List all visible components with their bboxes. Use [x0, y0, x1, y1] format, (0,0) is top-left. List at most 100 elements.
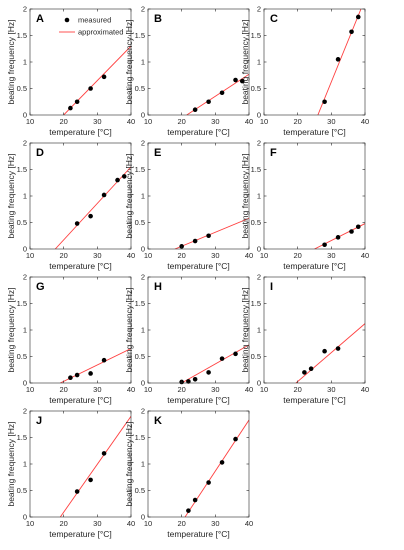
x-tick-label: 30 [327, 117, 335, 126]
y-tick-label: 1 [257, 326, 261, 335]
x-tick-label: 30 [327, 251, 335, 260]
y-tick-label: 2 [257, 5, 261, 14]
data-point [335, 346, 341, 351]
data-point [121, 174, 127, 179]
x-tick-label: 30 [211, 385, 219, 394]
data-point [179, 244, 184, 249]
y-tick-label: 2 [141, 407, 145, 416]
x-tick-label: 40 [361, 117, 369, 126]
axes-box [147, 8, 250, 116]
fit-line [295, 323, 365, 383]
x-tick-label: 20 [59, 117, 67, 126]
y-tick-label: 0.5 [135, 352, 145, 361]
y-tick-label: 1.5 [251, 165, 261, 174]
axes-box [29, 276, 132, 384]
y-tick-label: 0 [23, 513, 27, 522]
fit-line [181, 344, 249, 383]
x-axis-title: temperature [°C] [167, 127, 229, 137]
x-tick-label: 30 [93, 385, 101, 394]
axes-box [29, 142, 132, 250]
x-tick-label: 30 [211, 117, 219, 126]
panel-d: 10 20 30 40 0 0.5 1 1.5 2 temperature [°C] beating… [6, 139, 135, 271]
y-tick-label: 0 [257, 379, 261, 388]
y-tick-label: 2 [257, 139, 261, 148]
x-tick-label: 10 [144, 117, 152, 126]
x-tick-label: 20 [293, 385, 301, 394]
panel-letter: C [270, 13, 278, 25]
y-axis-title: beating frequency [Hz] [6, 287, 16, 372]
y-axis-title: beating frequency [Hz] [124, 153, 134, 238]
y-tick-label: 0 [23, 111, 27, 120]
y-axis-title: beating frequency [Hz] [6, 19, 16, 104]
y-tick-label: 1.5 [17, 433, 27, 442]
data-point [74, 221, 80, 226]
y-axis-title: beating frequency [Hz] [240, 19, 250, 104]
legend-marker [64, 17, 70, 23]
panel-letter: I [270, 281, 273, 293]
panel-b: 10 20 30 40 0 0.5 1 1.5 2 temperature [°C] beating… [124, 5, 253, 137]
data-point [101, 192, 107, 198]
data-point [322, 242, 327, 248]
x-axis-title: temperature [°C] [49, 127, 111, 137]
fit-line [317, 9, 362, 115]
x-tick-label: 20 [177, 117, 185, 126]
y-tick-label: 2 [23, 273, 27, 282]
y-tick-label: 0 [23, 245, 27, 254]
fit-line [174, 217, 249, 249]
y-axis-title: beating frequency [Hz] [124, 287, 134, 372]
x-axis-title: temperature [°C] [49, 261, 111, 271]
x-tick-label: 20 [177, 385, 185, 394]
x-tick-label: 30 [327, 385, 335, 394]
x-tick-label: 20 [293, 117, 301, 126]
y-tick-label: 0.5 [251, 352, 261, 361]
data-point [88, 86, 93, 91]
panel-h: 10 20 30 40 0 0.5 1 1.5 2 temperature [°C] beating… [124, 273, 253, 405]
y-tick-label: 1 [141, 326, 145, 335]
data-point [322, 348, 327, 354]
x-tick-label: 40 [361, 251, 369, 260]
x-axis-title: temperature [°C] [167, 395, 229, 405]
y-tick-label: 1.5 [17, 31, 27, 40]
x-tick-label: 20 [177, 251, 185, 260]
x-tick-label: 20 [59, 519, 67, 528]
panel-g: 10 20 30 40 0 0.5 1 1.5 2 temperature [°C] beating… [6, 273, 135, 405]
data-point [349, 29, 354, 35]
x-tick-label: 40 [245, 117, 253, 126]
y-tick-label: 1.5 [17, 299, 27, 308]
data-point [68, 105, 73, 111]
panel-a: 10 20 30 40 0 0.5 1 1.5 2 temperature [°C] beating… [6, 5, 135, 137]
panel-letter: A [36, 13, 44, 25]
y-axis-title: beating frequency [Hz] [6, 421, 16, 506]
x-tick-label: 10 [26, 519, 34, 528]
y-axis-title: beating frequency [Hz] [124, 19, 134, 104]
x-tick-label: 40 [127, 519, 135, 528]
x-axis-title: temperature [°C] [283, 395, 345, 405]
y-tick-label: 1 [141, 192, 145, 201]
x-axis-title: temperature [°C] [49, 529, 111, 539]
data-point [206, 99, 211, 105]
y-tick-label: 0 [141, 111, 145, 120]
x-tick-label: 30 [93, 117, 101, 126]
x-tick-label: 30 [93, 519, 101, 528]
axes-box [263, 8, 366, 116]
y-axis-title: beating frequency [Hz] [240, 287, 250, 372]
data-point [88, 213, 93, 219]
fit-line [184, 419, 249, 517]
data-point [192, 497, 198, 503]
x-tick-label: 30 [93, 251, 101, 260]
y-tick-label: 2 [257, 273, 261, 282]
y-tick-label: 2 [23, 407, 27, 416]
x-axis-title: temperature [°C] [283, 261, 345, 271]
y-tick-label: 2 [141, 273, 145, 282]
data-point [308, 366, 314, 371]
y-tick-label: 0.5 [17, 84, 27, 93]
data-point [355, 224, 361, 230]
x-tick-label: 20 [177, 519, 185, 528]
data-point [192, 376, 198, 382]
panel-letter: K [154, 415, 162, 427]
y-tick-label: 1.5 [135, 31, 145, 40]
x-tick-label: 40 [245, 251, 253, 260]
panel-j: 10 20 30 40 0 0.5 1 1.5 2 temperature [°C] beating… [6, 407, 135, 539]
x-tick-label: 10 [26, 117, 34, 126]
